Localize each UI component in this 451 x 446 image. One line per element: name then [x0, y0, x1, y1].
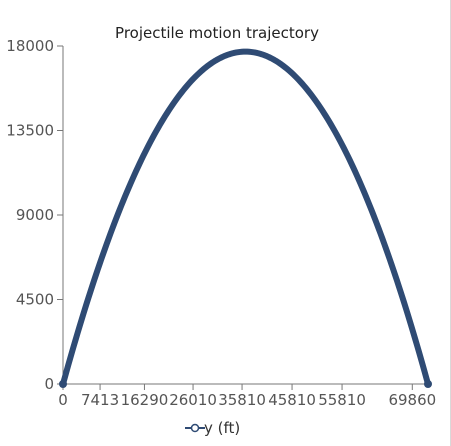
legend-label: y (ft)	[204, 419, 240, 437]
legend: y (ft)	[185, 419, 240, 437]
y-tick-label: 0	[44, 375, 54, 393]
x-tick-label: 0	[58, 391, 68, 409]
y-tick-label: 9000	[16, 206, 54, 224]
x-tick-label: 35810	[218, 391, 266, 409]
legend-circle-marker	[190, 423, 200, 433]
data-point	[424, 380, 432, 388]
y-tick-label: 13500	[6, 122, 54, 140]
series-layer	[59, 48, 432, 388]
axes: 0 4500 9000 13500 18000 0 7413 16290 26010 35810 4…	[6, 37, 436, 409]
x-tick-label: 45810	[268, 391, 316, 409]
y-tick-label: 4500	[16, 291, 54, 309]
x-tick-label: 7413	[81, 391, 119, 409]
series-line	[60, 48, 431, 387]
x-tick-label: 26010	[169, 391, 217, 409]
x-tick-label: 69860	[388, 391, 436, 409]
data-point	[59, 380, 67, 388]
x-tick-label: 55810	[318, 391, 366, 409]
x-tick-label: 16290	[121, 391, 169, 409]
chart-title: Projectile motion trajectory	[115, 24, 319, 42]
y-tick-label: 18000	[6, 37, 54, 55]
